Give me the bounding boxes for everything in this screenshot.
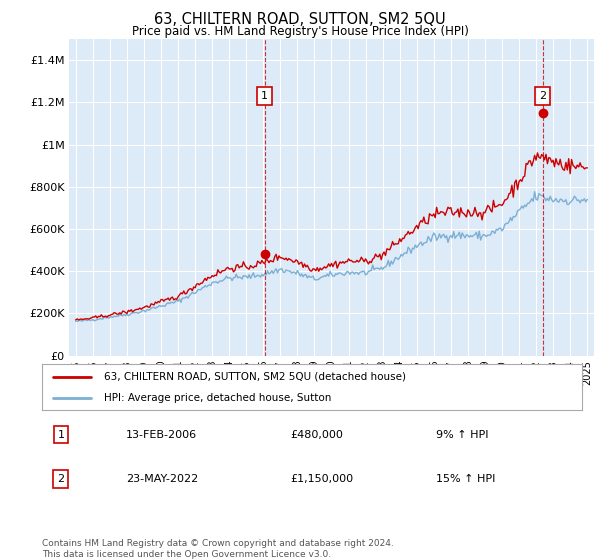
Text: £480,000: £480,000	[290, 430, 343, 440]
Text: 9% ↑ HPI: 9% ↑ HPI	[436, 430, 488, 440]
Text: 63, CHILTERN ROAD, SUTTON, SM2 5QU (detached house): 63, CHILTERN ROAD, SUTTON, SM2 5QU (deta…	[104, 372, 406, 382]
Text: 2: 2	[58, 474, 64, 484]
Text: HPI: Average price, detached house, Sutton: HPI: Average price, detached house, Sutt…	[104, 394, 331, 403]
Text: Price paid vs. HM Land Registry's House Price Index (HPI): Price paid vs. HM Land Registry's House …	[131, 25, 469, 38]
Text: 23-MAY-2022: 23-MAY-2022	[126, 474, 198, 484]
Text: 2: 2	[539, 91, 546, 101]
Text: 15% ↑ HPI: 15% ↑ HPI	[436, 474, 496, 484]
Text: 13-FEB-2006: 13-FEB-2006	[126, 430, 197, 440]
Text: 1: 1	[58, 430, 64, 440]
Text: 63, CHILTERN ROAD, SUTTON, SM2 5QU: 63, CHILTERN ROAD, SUTTON, SM2 5QU	[154, 12, 446, 27]
Text: Contains HM Land Registry data © Crown copyright and database right 2024.
This d: Contains HM Land Registry data © Crown c…	[42, 539, 394, 559]
Text: £1,150,000: £1,150,000	[290, 474, 353, 484]
Text: 1: 1	[261, 91, 268, 101]
